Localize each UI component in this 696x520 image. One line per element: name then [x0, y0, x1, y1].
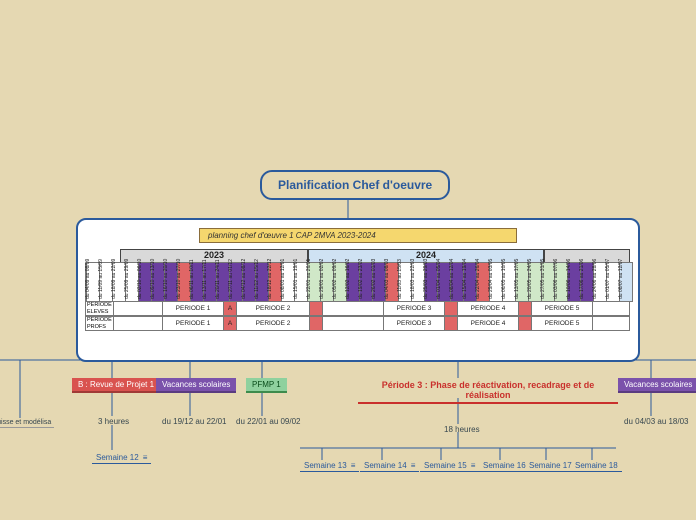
date-col: du 08/07 au 12/07 [619, 262, 633, 302]
week-12-label: Semaine 12 [96, 453, 139, 462]
period-cell [309, 301, 323, 316]
week-node[interactable]: Semaine 14≡ [360, 460, 419, 472]
period-cell [113, 301, 163, 316]
week-12[interactable]: Semaine 12 ≡ [92, 452, 151, 464]
week-node[interactable]: Semaine 18 [571, 460, 622, 472]
vacances-2-node[interactable]: Vacances scolaires [618, 378, 696, 393]
week-node[interactable]: Semaine 17 [525, 460, 576, 472]
row-eleves: PERIODE ELEVES PERIODE 1APERIODE 2 PERIOD… [86, 301, 630, 316]
period-cell [113, 316, 163, 331]
periode-3-hours: 18 heures [444, 425, 480, 434]
period-cell: PERIODE 2 [236, 301, 310, 316]
period-cell [592, 301, 630, 316]
period-cell [322, 316, 384, 331]
label-profs: PERIODE PROFS [85, 316, 114, 331]
period-cell: PERIODE 4 [457, 316, 519, 331]
menu-icon: ≡ [411, 461, 416, 470]
week-node[interactable]: Semaine 15≡ [420, 460, 479, 472]
period-cell: PERIODE 5 [531, 301, 593, 316]
panel-title: planning chef d'œuvre 1 CAP 2MVA 2023-20… [199, 228, 517, 243]
period-cell: PERIODE 3 [383, 301, 445, 316]
period-cell [444, 316, 458, 331]
row-profs: PERIODE PROFS PERIODE 1APERIODE 2 PERIODE… [86, 316, 630, 331]
menu-icon: ≡ [143, 453, 148, 462]
period-cell: PERIODE 1 [162, 301, 224, 316]
date-columns: du 04/09 au 08/09du 11/09 au 15/09du 18/… [87, 262, 633, 302]
period-cell [592, 316, 630, 331]
pfmp-node[interactable]: PFMP 1 [246, 378, 287, 393]
menu-icon: ≡ [351, 461, 356, 470]
period-cell [322, 301, 384, 316]
planning-panel: planning chef d'œuvre 1 CAP 2MVA 2023-20… [76, 218, 640, 362]
vacances-2-dates: du 04/03 au 18/03 [624, 417, 689, 426]
pfmp-dates: du 22/01 au 09/02 [236, 417, 301, 426]
period-cell: PERIODE 4 [457, 301, 519, 316]
week-node[interactable]: Semaine 16 [479, 460, 530, 472]
revue-projet-node[interactable]: B : Revue de Projet 1 [72, 378, 160, 393]
period-cell: PERIODE 5 [531, 316, 593, 331]
period-cell: A [223, 316, 237, 331]
period-cell: PERIODE 2 [236, 316, 310, 331]
period-cell [444, 301, 458, 316]
periode-3-node[interactable]: Période 3 : Phase de réactivation, recad… [358, 378, 618, 404]
menu-icon: ≡ [471, 461, 476, 470]
period-cell: PERIODE 1 [162, 316, 224, 331]
period-cell [518, 301, 532, 316]
period-cell: A [223, 301, 237, 316]
period-cell [309, 316, 323, 331]
vacances-1-node[interactable]: Vacances scolaires [156, 378, 236, 393]
cut-left-node[interactable]: uis, esquisse et modélisa [0, 418, 54, 428]
week-node[interactable]: Semaine 13≡ [300, 460, 359, 472]
root-node[interactable]: Planification Chef d'oeuvre [260, 170, 450, 200]
period-cell: PERIODE 3 [383, 316, 445, 331]
revue-hours: 3 heures [98, 417, 129, 426]
vacances-1-dates: du 19/12 au 22/01 [162, 417, 227, 426]
label-eleves: PERIODE ELEVES [85, 301, 114, 316]
period-cell [518, 316, 532, 331]
